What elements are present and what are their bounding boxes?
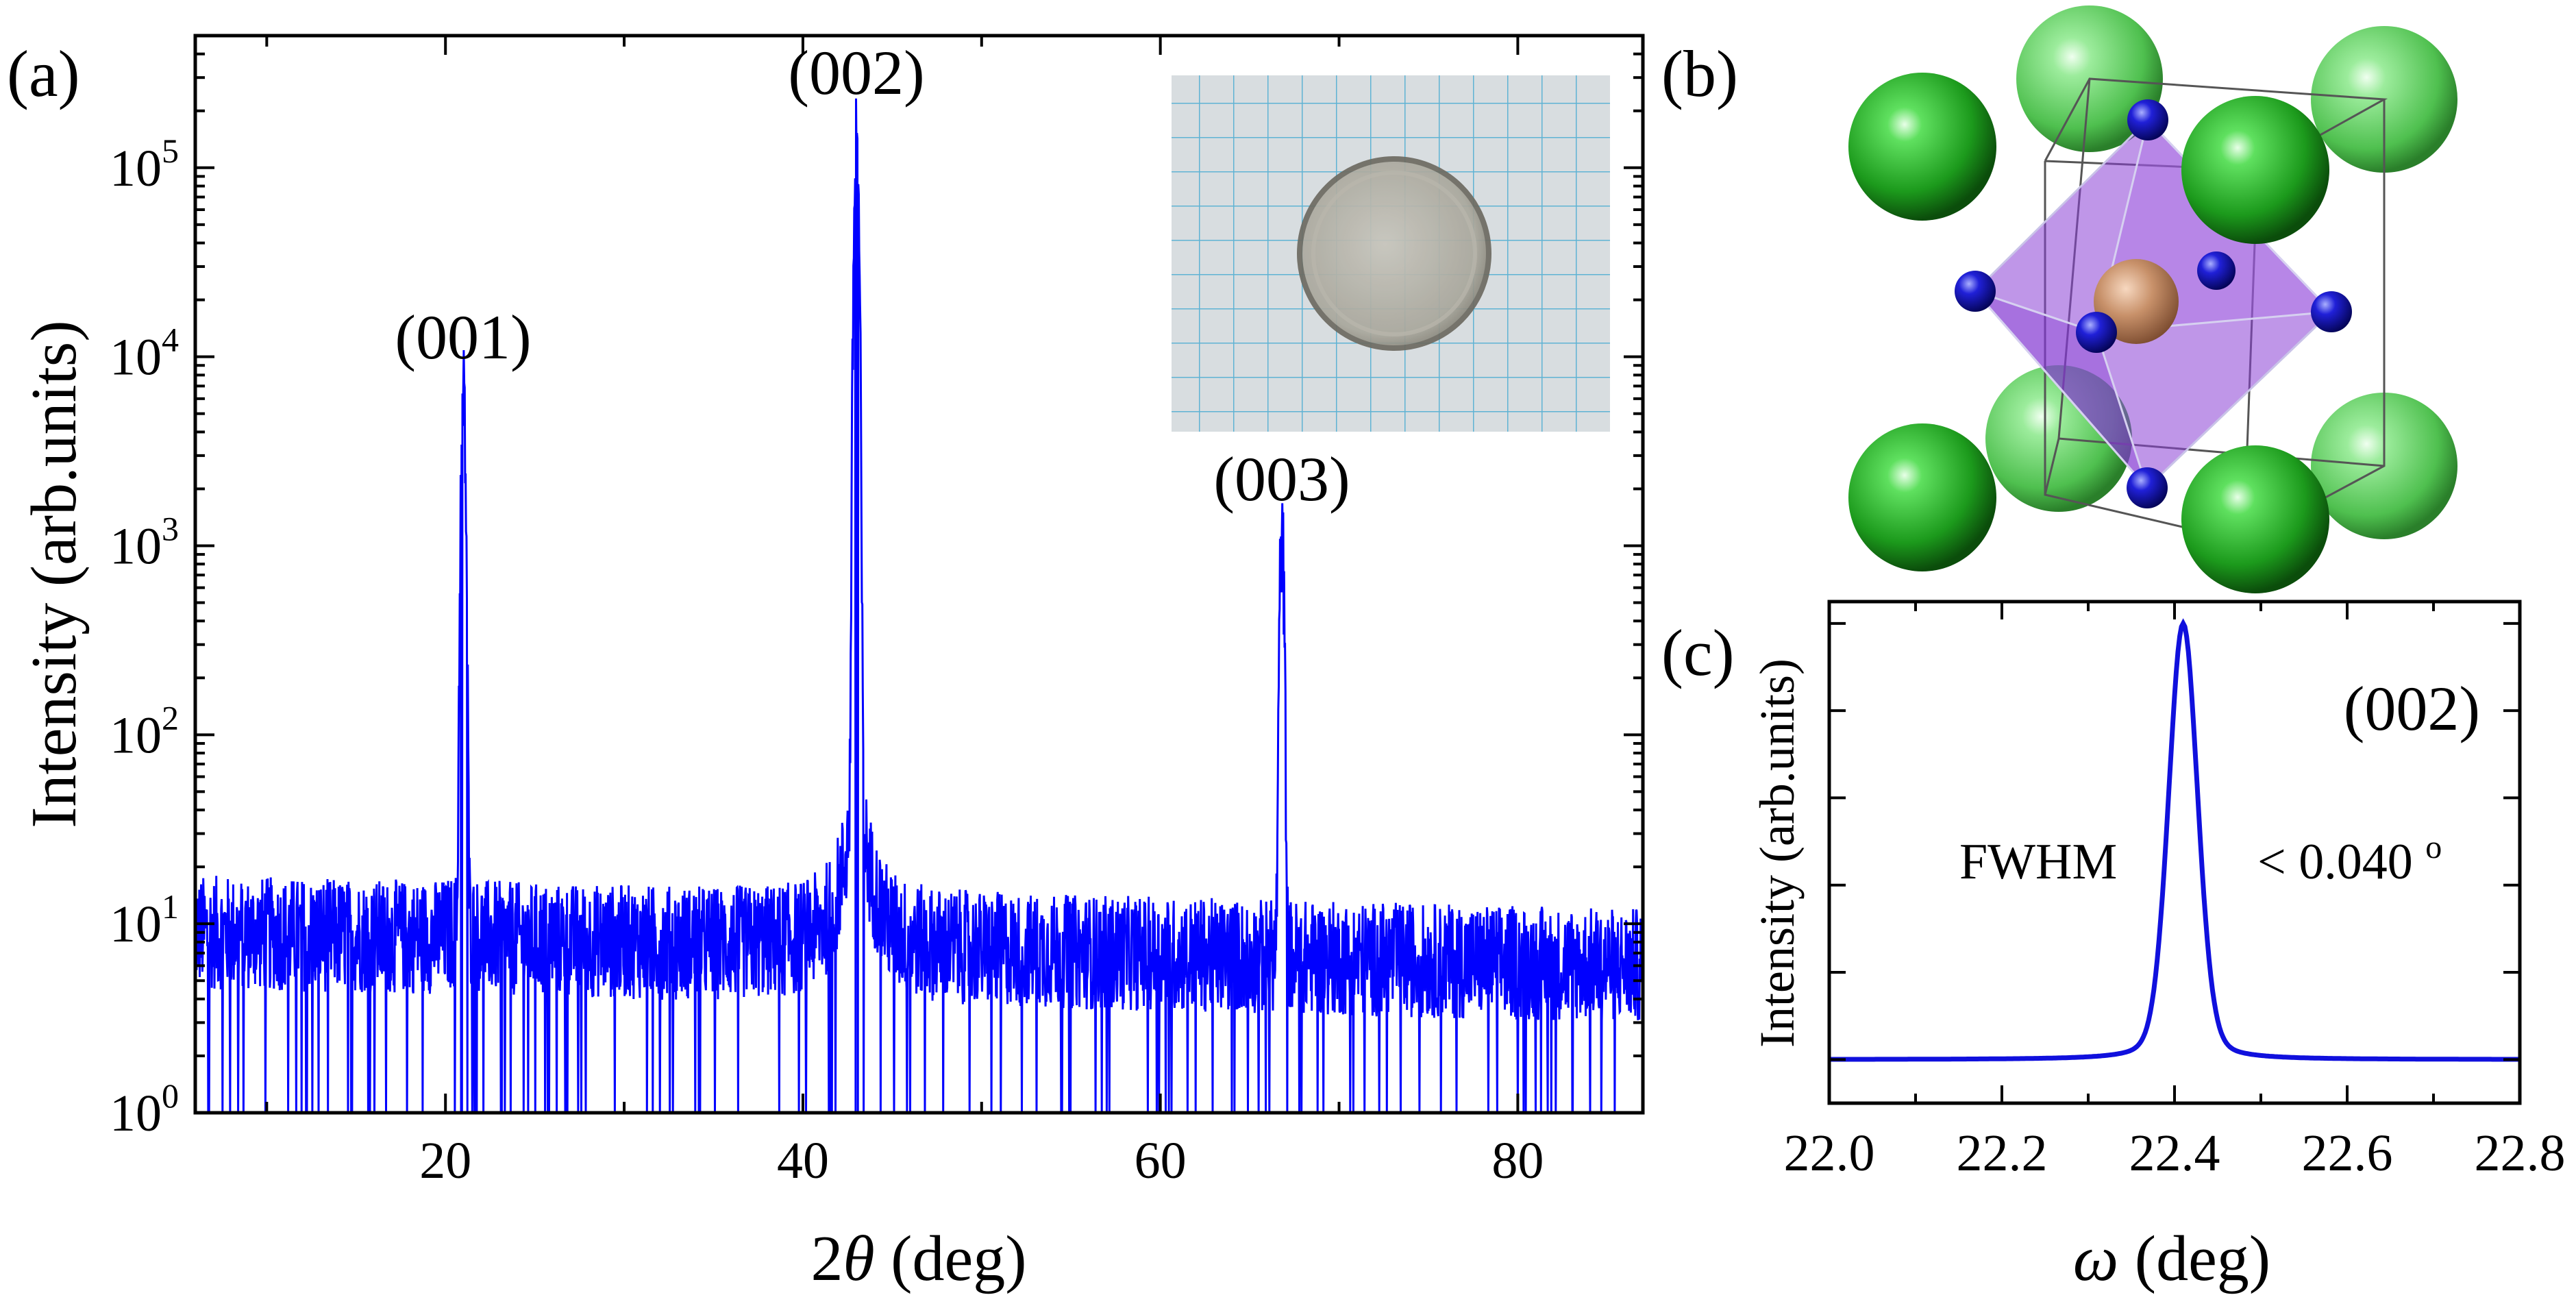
corner-atom xyxy=(1848,423,1996,571)
x-tick-label: 80 xyxy=(1491,1132,1544,1190)
y-tick-label: 100 xyxy=(110,1076,179,1142)
x-tick-label: 22.4 xyxy=(2129,1124,2220,1182)
x-tick-label: 22.8 xyxy=(2475,1124,2566,1182)
corner-atom xyxy=(1848,73,1996,221)
rocking-peak-label: (002) xyxy=(2344,674,2480,743)
x-tick-label: 20 xyxy=(419,1132,471,1190)
panel-c-x-axis-title: ω (deg) xyxy=(2073,1223,2270,1294)
panel-c-label: (c) xyxy=(1661,616,1735,689)
x-tick-label: 22.2 xyxy=(1957,1124,2048,1182)
peak-label-003: (003) xyxy=(1213,444,1350,514)
panel-a-label: (a) xyxy=(7,37,80,110)
center-atom xyxy=(2094,259,2179,344)
panel-a-x-axis-title: 2θ (deg) xyxy=(810,1223,1026,1294)
panel-b-label: (b) xyxy=(1661,37,1738,110)
fwhm-value: < 0.040 o xyxy=(2257,829,2442,890)
peak-label-002: (002) xyxy=(788,38,924,108)
panel-a-axis-ticks: 20 40 60 80 100 101 102 103 104 105 xyxy=(110,34,1643,1190)
y-tick-label: 101 xyxy=(110,887,179,953)
panel-c-rocking-curve: (c) 22.0 22.2 22.4 22.6 22.8 (002) FWHM < 0.… xyxy=(1661,600,2566,1294)
x-tick-label: 40 xyxy=(777,1132,829,1190)
y-tick-label: 105 xyxy=(110,132,179,197)
panel-a-xrd-scan: (a) 20 40 60 80 100 101 102 103 104 105 (001) (00… xyxy=(7,34,1645,1294)
y-tick-label: 103 xyxy=(110,509,179,575)
y-tick-label: 104 xyxy=(110,321,179,386)
x-tick-label: 22.6 xyxy=(2302,1124,2393,1182)
oxygen-atom xyxy=(2076,312,2117,353)
y-tick-label: 102 xyxy=(110,698,179,764)
oxygen-atom xyxy=(1955,271,1996,312)
oxygen-atom xyxy=(2197,251,2236,290)
crystal-photo-inset xyxy=(1172,75,1610,432)
oxygen-atom xyxy=(2127,99,2168,140)
panel-c-plot-frame xyxy=(1827,600,2522,1105)
panel-a-plot-frame xyxy=(193,34,1645,1115)
peak-label-001: (001) xyxy=(395,302,531,372)
panel-b-crystal-structure: (b) xyxy=(1661,5,2457,593)
oxygen-atom xyxy=(2311,291,2352,332)
panel-a-y-axis-title: Intensity (arb.units) xyxy=(18,320,90,828)
xrd-intensity-series xyxy=(194,98,1644,1114)
panel-c-axis-ticks: 22.0 22.2 22.4 22.6 22.8 xyxy=(1784,602,2566,1182)
rocking-curve-line xyxy=(1829,618,2520,1062)
corner-atom xyxy=(2181,445,2329,593)
corner-atom xyxy=(2181,96,2329,244)
xrd-intensity-line xyxy=(194,98,1644,1114)
oxygen-atom xyxy=(2127,467,2168,508)
rocking-curve-series xyxy=(1829,618,2520,1062)
panel-c-y-axis-title: Intensity (arb.units) xyxy=(1750,658,1805,1048)
x-tick-label: 22.0 xyxy=(1784,1124,1875,1182)
x-tick-label: 60 xyxy=(1135,1132,1187,1190)
fwhm-label: FWHM xyxy=(1959,834,2117,890)
